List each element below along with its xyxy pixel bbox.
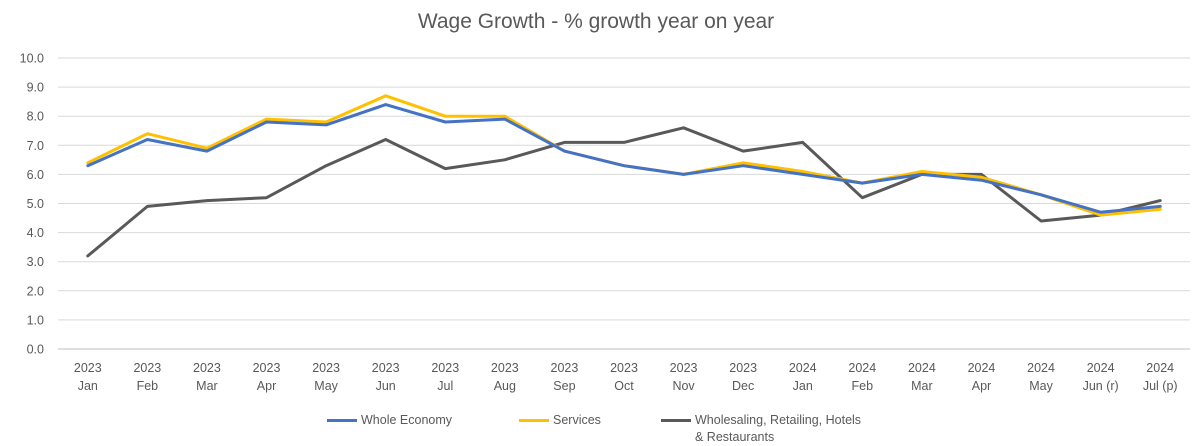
y-tick-label: 5.0 (27, 197, 44, 211)
x-tick-label-month: Oct (614, 379, 634, 393)
legend-item-services: Services (519, 412, 601, 429)
x-tick-label-month: Feb (852, 379, 874, 393)
y-tick-label: 7.0 (27, 139, 44, 153)
y-tick-label: 9.0 (27, 81, 44, 95)
x-axis-tick-labels: 2023 Jan 2023 Feb 2023 Mar 2023 Apr 2023 May 2023 J… (74, 361, 1178, 393)
x-tick-label-month: Jun (376, 379, 396, 393)
y-axis-tick-labels: 0.0 1.0 2.0 3.0 4.0 5.0 6.0 7.0 8.0 9.0 10.0 (20, 52, 44, 357)
series-lines (86, 94, 1162, 258)
y-tick-label: 8.0 (27, 110, 44, 124)
y-tick-label: 2.0 (27, 284, 44, 298)
legend-label-services: Services (553, 413, 601, 427)
legend-swatch-services (519, 419, 549, 422)
x-tick-label-month: Aug (494, 379, 516, 393)
legend-swatch-wholesaling (661, 419, 691, 422)
chart-title: Wage Growth - % growth year on year (417, 10, 775, 33)
x-tick-label-year: 2023 (551, 361, 579, 375)
y-tick-label: 6.0 (27, 168, 44, 182)
legend-item-whole-economy: Whole Economy (327, 412, 452, 429)
x-tick-label-month: Jul (437, 379, 453, 393)
x-tick-label-month: Apr (257, 379, 276, 393)
x-tick-label-month: Mar (196, 379, 218, 393)
legend-label-wholesaling-line-1: Wholesaling, Retailing, Hotels (695, 413, 862, 427)
x-tick-label-year: 2023 (729, 361, 757, 375)
y-tick-label: 1.0 (27, 313, 44, 327)
x-tick-label-year: 2024 (1087, 361, 1115, 375)
x-tick-label-month: Feb (137, 379, 159, 393)
legend-label-wholesaling-line-2: & Restaurants (695, 430, 775, 444)
x-tick-label-year: 2024 (908, 361, 936, 375)
x-tick-label-year: 2023 (253, 361, 281, 375)
x-tick-label-year: 2024 (789, 361, 817, 375)
legend-label-whole-economy: Whole Economy (361, 413, 453, 427)
x-tick-label-year: 2023 (312, 361, 340, 375)
x-tick-label-month: Jan (793, 379, 813, 393)
x-tick-label-month: May (1029, 379, 1053, 393)
x-tick-label-month: Sep (553, 379, 575, 393)
x-tick-label-month: Jun (r) (1083, 379, 1119, 393)
gridlines (58, 57, 1190, 350)
x-tick-label-year: 2023 (431, 361, 459, 375)
x-tick-label-month: Dec (732, 379, 754, 393)
x-tick-label-year: 2024 (1146, 361, 1174, 375)
x-tick-label-month: Jul (p) (1143, 379, 1178, 393)
y-tick-label: 4.0 (27, 226, 44, 240)
x-tick-label-month: Nov (672, 379, 695, 393)
x-tick-label-year: 2024 (848, 361, 876, 375)
legend-item-wholesaling: Wholesaling, Retailing, Hotels & Restaur… (661, 412, 861, 446)
series-line-whole-economy (86, 103, 1162, 214)
legend-swatch-whole-economy (327, 419, 357, 422)
legend-label-wholesaling: Wholesaling, Retailing, Hotels & Restaur… (695, 412, 861, 446)
x-tick-label-year: 2023 (670, 361, 698, 375)
x-tick-label-year: 2023 (610, 361, 638, 375)
x-tick-label-year: 2023 (491, 361, 519, 375)
x-tick-label-month: Mar (911, 379, 933, 393)
x-tick-label-year: 2023 (193, 361, 221, 375)
x-tick-label-month: May (314, 379, 338, 393)
y-tick-label: 3.0 (27, 255, 44, 269)
x-tick-label-year: 2023 (133, 361, 161, 375)
series-line-wholesaling (86, 126, 1162, 258)
y-tick-label: 0.0 (27, 343, 44, 357)
y-tick-label: 10.0 (20, 52, 44, 66)
x-tick-label-year: 2023 (372, 361, 400, 375)
x-tick-label-year: 2023 (74, 361, 102, 375)
x-tick-label-month: Jan (78, 379, 98, 393)
x-tick-label-year: 2024 (968, 361, 996, 375)
x-tick-label-month: Apr (972, 379, 991, 393)
x-tick-label-year: 2024 (1027, 361, 1055, 375)
